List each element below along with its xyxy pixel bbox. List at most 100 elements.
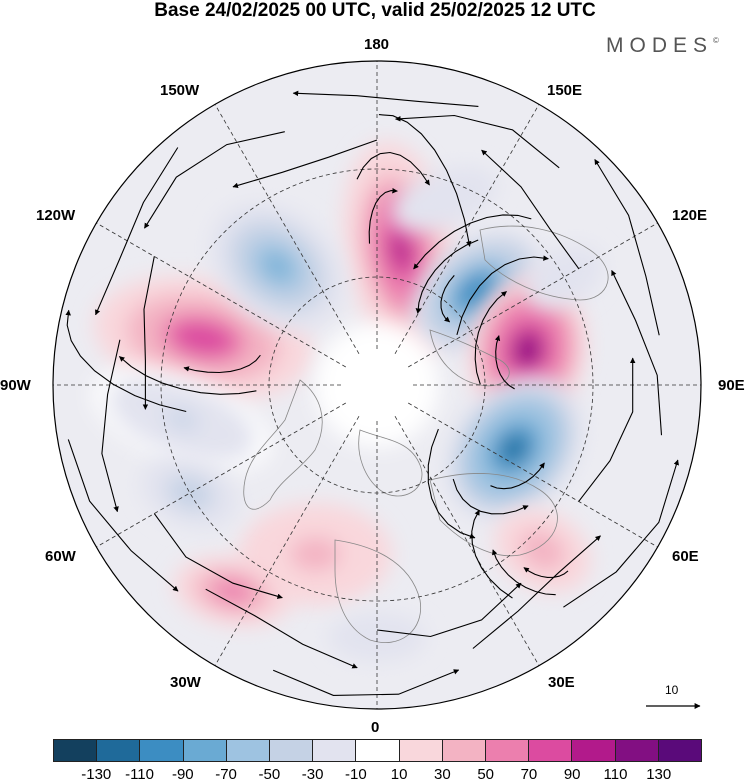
streamline (368, 187, 398, 244)
streamline (472, 535, 601, 649)
streamline (144, 131, 285, 229)
lon-label-90e: 90E (718, 377, 745, 394)
meridian (394, 416, 540, 666)
colorbar-tick-label: 10 (390, 766, 408, 783)
streamline (101, 339, 121, 513)
meridian (408, 222, 658, 368)
streamline (118, 356, 257, 395)
streamline (494, 335, 515, 390)
lon-label-120w: 120W (36, 207, 76, 224)
streamline (440, 275, 455, 323)
negative-anomaly (140, 456, 240, 530)
colorbar-cell (356, 740, 400, 761)
meridian (394, 104, 540, 354)
streamline (490, 462, 545, 490)
colorbar-tick-label: 30 (434, 766, 451, 783)
streamline (611, 270, 663, 436)
streamline (415, 239, 479, 314)
streamline (356, 151, 430, 186)
colorbar-cell (399, 740, 443, 761)
meridian (96, 222, 346, 368)
colorbar-cell (313, 740, 357, 761)
streamline (523, 567, 569, 578)
streamline (413, 214, 532, 270)
colorbar-cell (183, 740, 227, 761)
coastlines (243, 225, 609, 643)
coastline (479, 225, 609, 301)
colorbar-cell (140, 740, 184, 761)
colorbar-cell (270, 740, 314, 761)
colorbar-cell (442, 740, 487, 761)
colorbar-tick-label: -30 (301, 766, 324, 783)
colorbar-tick-label: -10 (345, 766, 367, 783)
meridian (96, 402, 346, 548)
polar-cap (315, 323, 439, 447)
positive-anomaly (238, 503, 392, 606)
meridian (214, 416, 360, 666)
colorbar-tick-label: 90 (563, 766, 581, 783)
coastline (243, 379, 323, 510)
coastline (334, 539, 422, 643)
latitude-circle (160, 168, 594, 602)
streamline (452, 478, 529, 515)
colorbar-tick-label: 110 (603, 766, 628, 783)
streamline (142, 256, 155, 410)
colorbar-tick-label: -70 (215, 766, 237, 783)
colorbar-tick-label: 70 (520, 766, 538, 783)
negative-anomaly (525, 244, 604, 310)
colorbar-tick-label: -130 (81, 766, 112, 783)
colorbar-cell (486, 740, 530, 761)
streamline (183, 354, 261, 374)
negative-anomaly (445, 376, 583, 522)
lon-label-150w: 150W (160, 82, 200, 99)
colorbar (53, 739, 702, 762)
streamline (563, 459, 679, 608)
streamline (456, 255, 549, 336)
meridian (214, 104, 360, 354)
streamline (153, 513, 283, 599)
streamline (481, 149, 580, 269)
streamline (272, 669, 460, 696)
map-boundary (52, 60, 702, 710)
streamlines (65, 90, 679, 696)
map-title: Base 24/02/2025 00 UTC, valid 25/02/2025… (154, 0, 596, 21)
lon-label-120e: 120E (672, 207, 708, 224)
colorbar-cell (529, 740, 573, 761)
lon-label-0: 0 (371, 719, 380, 736)
colorbar-cell (572, 740, 616, 761)
streamline (578, 357, 636, 502)
meridian (408, 402, 658, 548)
modes-logo: MODES© (606, 34, 719, 57)
map-disc (53, 61, 701, 709)
lon-label-60w: 60W (45, 548, 76, 565)
lon-label-150e: 150E (547, 82, 583, 99)
colorbar-cell (97, 740, 141, 761)
vector-scale-label: 10 (665, 683, 679, 697)
streamline (474, 291, 507, 385)
lon-label-30e: 30E (548, 674, 575, 691)
negative-anomaly (391, 166, 499, 232)
streamline (205, 588, 358, 669)
streamline (395, 114, 560, 169)
streamline (471, 509, 513, 599)
colorbar-tick-label: -50 (258, 766, 281, 783)
colorbar-tick-label: 50 (477, 766, 494, 783)
negative-anomaly (210, 202, 345, 331)
streamline (232, 139, 378, 189)
positive-anomaly (173, 556, 292, 627)
coastline (429, 329, 510, 387)
colorbar-cell (54, 740, 98, 761)
streamline (427, 428, 476, 539)
streamline (376, 582, 522, 638)
colorbar-cell (658, 740, 702, 761)
streamline (65, 309, 187, 413)
colorbar-cell (226, 740, 271, 761)
colorbar-tick-label: -90 (171, 766, 194, 783)
colorbar-tick-label: 130 (646, 766, 672, 783)
streamline (67, 439, 179, 592)
streamline (95, 147, 179, 316)
streamline (492, 549, 556, 596)
negative-anomaly (328, 612, 426, 662)
lon-label-180: 180 (364, 36, 390, 53)
